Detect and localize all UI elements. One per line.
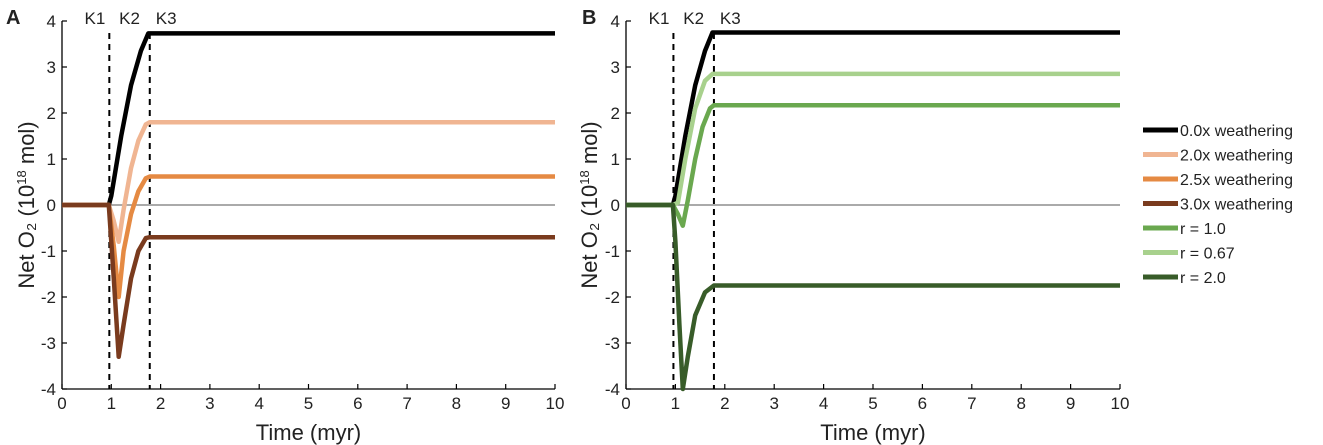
panel-b-x-tick-label: 1 [671,394,680,413]
panel-a-marker-label-k3: K3 [156,9,177,28]
panel-a-x-tick-label: 5 [304,394,313,413]
panel-b-x-tick-label: 0 [621,394,630,413]
panel-a-x-axis-title: Time (myr) [256,420,362,445]
panel-a-x-tick-label: 3 [205,394,214,413]
legend-item-2-5x-weathering-label: 2.5x weathering [1180,172,1293,189]
panel-b-marker-label-k1: K1 [649,9,670,28]
panel-a-y-tick-label: 1 [47,150,56,169]
legend: 0.0x weathering 2.0x weathering 2.5x weath… [1143,123,1293,287]
panel-b-y-tick-label: 1 [611,150,620,169]
panel-a-chart: A -4 -3 -2 -1 0 1 2 3 4 0 1 2 3 4 5 6 7 8 9 10 Time (myr) Net … [6,7,564,445]
panel-a-x-tick-label: 8 [452,394,461,413]
panel-a-x-tick-label: 10 [546,394,565,413]
panel-a-y-tick-label: -4 [41,380,56,399]
panel-b-y-tick-label: -1 [605,242,620,261]
panel-b-x-axis-title: Time (myr) [820,420,926,445]
panel-b-y-tick-label: -3 [605,334,620,353]
panel-a-y-tick-label: -2 [41,288,56,307]
panel-a-y-axis-title-tail: mol) [14,121,39,170]
legend-item-r-1-0-label: r = 1.0 [1180,221,1226,238]
legend-item-r-0-67-label: r = 0.67 [1180,246,1235,263]
panel-a-marker-label-k1: K1 [85,9,106,28]
panel-b-y-axis-title-sup: 18 [577,170,592,184]
panel-a-y-tick-label: 4 [47,12,56,31]
panel-b-y-axis-title-main: Net O₂ (10 [577,185,602,289]
panel-b-x-tick-label: 9 [1066,394,1075,413]
panel-a-series-2-0x-weathering [62,119,555,245]
panel-a-y-tick-label: -3 [41,334,56,353]
legend-item-2-0x-weathering-label: 2.0x weathering [1180,148,1293,165]
panel-b-series-r-1-0 [626,102,1120,228]
panel-b-x-tick-label: 10 [1111,394,1130,413]
panel-a-y-tick-label: 3 [47,58,56,77]
legend-item-r-2-0-label: r = 2.0 [1180,270,1226,287]
panel-b-x-tick-label: 2 [720,394,729,413]
panel-b-chart: B -4 -3 -2 -1 0 1 2 3 4 0 1 2 3 4 5 6 7 8 9 10 Time (myr) Net … [577,7,1129,445]
panel-a-x-tick-label: 1 [107,394,116,413]
panel-b-x-tick-label: 3 [769,394,778,413]
panel-a-marker-label-k2: K2 [119,9,140,28]
panel-a-x-tick-label: 7 [402,394,411,413]
panel-b-y-tick-label: -2 [605,288,620,307]
panel-a-series-3-0x-weathering [62,202,555,360]
panel-b-series-r-2-0 [626,202,1120,392]
panel-b-y-tick-label: 0 [611,196,620,215]
panel-b-letter: B [582,7,596,29]
panel-b-x-tick-label: 5 [868,394,877,413]
panel-b-y-tick-label: -4 [605,380,620,399]
panel-a-x-tick-label: 6 [353,394,362,413]
panel-a-y-tick-label: 2 [47,104,56,123]
legend-item-0-0x-weathering-label: 0.0x weathering [1180,123,1293,140]
panel-b-marker-label-k3: K3 [720,9,741,28]
panel-a-y-axis-title-sup: 18 [14,170,29,184]
panel-a-y-tick-label: -1 [41,242,56,261]
panel-a-series-0-0x-weathering [62,31,555,208]
panel-b-y-axis-title-tail: mol) [577,121,602,170]
panel-a-x-tick-label: 4 [254,394,263,413]
panel-a-x-tick-label: 9 [501,394,510,413]
panel-b-y-axis-title: Net O₂ (1018 mol) [577,121,602,288]
panel-b-y-tick-label: 3 [611,58,620,77]
panel-b-x-tick-label: 6 [918,394,927,413]
panel-a-letter: A [6,7,20,29]
panel-b-x-tick-label: 8 [1016,394,1025,413]
panel-b-y-tick-label: 2 [611,104,620,123]
panel-a-x-tick-label: 0 [57,394,66,413]
panel-a-y-axis-title-main: Net O₂ (10 [14,185,39,289]
panel-b-x-tick-label: 7 [967,394,976,413]
panel-a-y-tick-label: 0 [47,196,56,215]
panel-b-series-0-0x-weathering [626,30,1120,208]
panel-b-marker-label-k2: K2 [683,9,704,28]
panel-b-y-tick-label: 4 [611,12,620,31]
panel-a-x-tick-label: 2 [156,394,165,413]
panel-b-x-tick-label: 4 [819,394,828,413]
panel-a-y-axis-title: Net O₂ (1018 mol) [14,121,39,288]
legend-item-3-0x-weathering-label: 3.0x weathering [1180,197,1293,214]
